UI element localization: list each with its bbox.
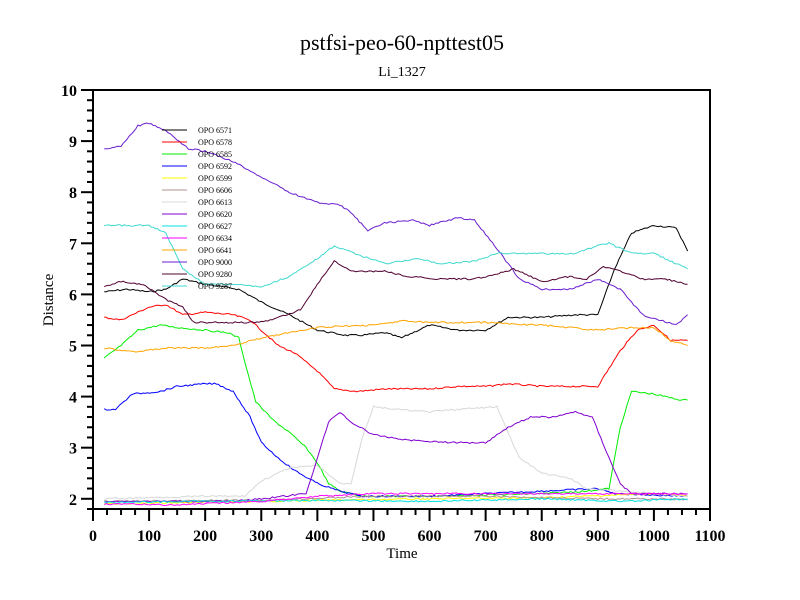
- x-tick-label: 800: [530, 528, 554, 545]
- x-tick-label: 200: [193, 528, 217, 545]
- series-line-opo-6578: [104, 304, 688, 393]
- legend-item: OPO 6592: [162, 162, 232, 171]
- x-tick-label: 400: [305, 528, 329, 545]
- series-line-opo-9287: [104, 224, 688, 288]
- x-tick-label: 300: [249, 528, 273, 545]
- legend-label: OPO 6599: [198, 174, 232, 183]
- legend-label: OPO 9000: [198, 258, 232, 267]
- series-line-opo-9000: [104, 122, 688, 325]
- y-tick-label: 8: [69, 185, 77, 202]
- legend-label: OPO 6606: [198, 186, 232, 195]
- legend-label: OPO 6627: [198, 222, 232, 231]
- chart-title: pstfsi-peo-60-npttest05: [300, 30, 504, 55]
- legend-label: OPO 9280: [198, 270, 232, 279]
- legend-label: OPO 6634: [198, 234, 232, 243]
- legend-item: OPO 6599: [162, 174, 232, 183]
- x-tick-label: 500: [361, 528, 385, 545]
- x-axis-label: Time: [386, 546, 417, 562]
- legend-label: OPO 6641: [198, 246, 232, 255]
- legend-label: OPO 6571: [198, 126, 232, 135]
- y-tick-label: 3: [69, 441, 77, 458]
- y-tick-label: 5: [69, 338, 77, 355]
- y-tick-label: 7: [69, 236, 77, 253]
- series-line-opo-6599: [104, 492, 688, 506]
- series-line-opo-6592: [103, 382, 688, 498]
- series-line-opo-6585: [103, 324, 688, 498]
- y-tick-label: 4: [69, 390, 77, 407]
- legend-item: OPO 6634: [162, 234, 232, 243]
- series-line-opo-6641: [104, 319, 688, 353]
- legend-label: OPO 6578: [198, 138, 232, 147]
- series-line-opo-6571: [104, 225, 689, 339]
- legend-item: OPO 6571: [162, 126, 232, 135]
- legend-label: OPO 9287: [198, 282, 232, 291]
- legend-item: OPO 9287: [162, 282, 232, 291]
- x-tick-label: 900: [586, 528, 610, 545]
- legend-item: OPO 6613: [162, 198, 232, 207]
- series-line-opo-6627: [103, 497, 688, 504]
- axes-layer: 0 100 200 300 400 500 600 700 800 900 1000 1100 2 3 4 5…: [61, 83, 726, 545]
- legend-item: OPO 9000: [162, 258, 232, 267]
- legend-label: OPO 6613: [198, 198, 232, 207]
- legend-item: OPO 9280: [162, 270, 232, 279]
- y-tick-label: 6: [69, 287, 77, 304]
- y-tick-label: 10: [61, 83, 77, 100]
- series-layer: [103, 122, 689, 507]
- legend-item: OPO 6627: [162, 222, 232, 231]
- legend-label: OPO 6620: [198, 210, 232, 219]
- series-line-opo-6613: [104, 405, 688, 500]
- legend-item: OPO 6641: [162, 246, 232, 255]
- x-tick-label: 1100: [694, 528, 725, 545]
- y-tick-label: 9: [69, 134, 77, 151]
- x-tick-label: 600: [418, 528, 442, 545]
- legend-item: OPO 6585: [162, 150, 232, 159]
- series-line-opo-9280: [103, 260, 688, 324]
- x-tick-label: 100: [137, 528, 161, 545]
- x-tick-label: 700: [474, 528, 498, 545]
- plot-frame: [92, 89, 711, 510]
- series-line-opo-6620: [104, 410, 688, 503]
- legend-item: OPO 6606: [162, 186, 232, 195]
- legend-label: OPO 6592: [198, 162, 232, 171]
- y-axis-label: Distance: [41, 273, 57, 326]
- series-line-opo-6634: [103, 492, 688, 507]
- y-tick-label: 2: [69, 492, 77, 509]
- x-tick-label: 0: [89, 528, 97, 545]
- legend: OPO 6571 OPO 6578 OPO 6585 OPO 6592 OPO 6599…: [162, 126, 232, 291]
- x-tick-label: 1000: [638, 528, 670, 545]
- legend-label: OPO 6585: [198, 150, 232, 159]
- chart-subtitle: Li_1327: [378, 65, 425, 80]
- legend-item: OPO 6620: [162, 210, 232, 219]
- legend-item: OPO 6578: [162, 138, 232, 147]
